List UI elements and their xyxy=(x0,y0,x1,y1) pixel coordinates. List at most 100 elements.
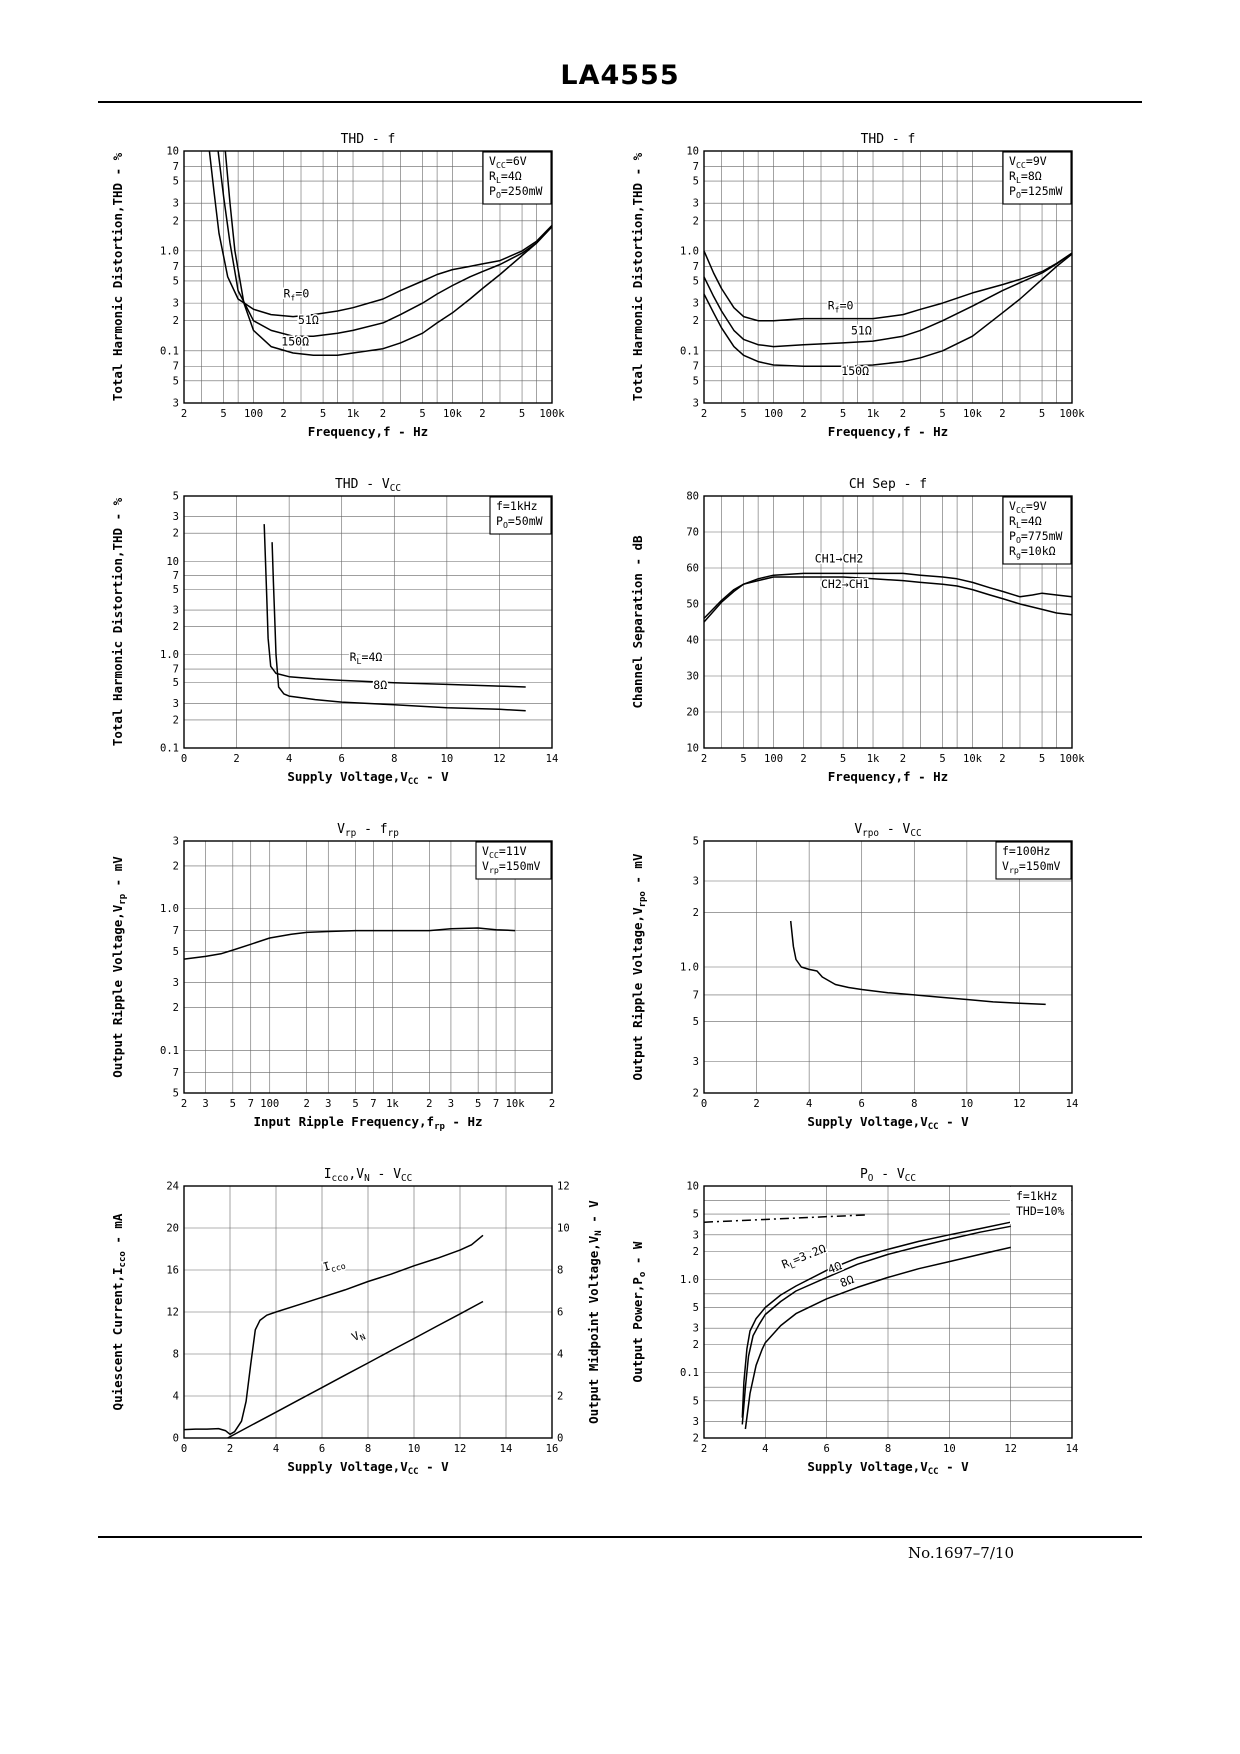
svg-text:1.0: 1.0 xyxy=(680,1274,699,1286)
svg-text:f=1kHz: f=1kHz xyxy=(1016,1189,1058,1203)
svg-text:0.1: 0.1 xyxy=(160,345,179,357)
svg-text:4: 4 xyxy=(273,1443,279,1455)
svg-text:6: 6 xyxy=(339,753,345,765)
svg-text:12: 12 xyxy=(1013,1098,1026,1110)
svg-text:7: 7 xyxy=(693,161,699,173)
series-vrpo xyxy=(789,920,1046,1006)
svg-text:14: 14 xyxy=(546,753,559,765)
svg-text:12: 12 xyxy=(557,1181,570,1193)
svg-text:2: 2 xyxy=(380,408,386,420)
svg-text:5: 5 xyxy=(173,1088,179,1100)
series-icco xyxy=(183,1234,484,1436)
svg-text:50: 50 xyxy=(686,599,699,611)
footer: No.1697–7/10 xyxy=(98,1536,1142,1562)
svg-text:7: 7 xyxy=(493,1098,499,1110)
svg-text:2: 2 xyxy=(280,408,286,420)
series-label-rf-0: Rf=0 xyxy=(284,287,310,303)
series-label-rf-51: 51Ω xyxy=(298,313,319,327)
svg-text:20: 20 xyxy=(686,707,699,719)
svg-text:30: 30 xyxy=(686,671,699,683)
y-axis-label: Channel Separation - dB xyxy=(630,535,645,709)
series-label-rl-4: RL=4Ω xyxy=(350,650,383,666)
plot-border xyxy=(183,495,553,749)
x-axis-label: Frequency,f - Hz xyxy=(828,424,948,439)
svg-text:2: 2 xyxy=(693,1246,699,1258)
series-label-rl-8: 8Ω xyxy=(838,1272,856,1290)
header: LA4555 xyxy=(0,0,1240,103)
svg-text:5: 5 xyxy=(173,375,179,387)
svg-text:5: 5 xyxy=(173,946,179,958)
svg-text:0.1: 0.1 xyxy=(680,1367,699,1379)
series-label-rl-3p2: RL=3.2Ω xyxy=(780,1241,829,1273)
svg-text:100: 100 xyxy=(260,1098,279,1110)
svg-text:1.0: 1.0 xyxy=(160,903,179,915)
grid xyxy=(183,1185,553,1439)
svg-text:3: 3 xyxy=(202,1098,208,1110)
y-axis-label: Total Harmonic Distortion,THD - % xyxy=(110,497,125,746)
series-rl-8 xyxy=(271,542,526,712)
series-group xyxy=(703,1214,1011,1430)
svg-text:5: 5 xyxy=(173,491,179,503)
svg-text:10: 10 xyxy=(166,556,179,568)
series-rf-0 xyxy=(703,250,1073,322)
series-group xyxy=(208,150,553,357)
chart-title: PO - VCC xyxy=(860,1167,916,1184)
svg-text:5: 5 xyxy=(740,408,746,420)
series-ch2-ch1 xyxy=(703,576,1073,619)
svg-text:8: 8 xyxy=(911,1098,917,1110)
series-rl-4 xyxy=(263,524,526,688)
svg-text:VCC=9V: VCC=9V xyxy=(1009,154,1047,170)
plot-border xyxy=(183,1185,553,1439)
svg-text:0.1: 0.1 xyxy=(160,743,179,755)
svg-text:1.0: 1.0 xyxy=(680,245,699,257)
svg-text:5: 5 xyxy=(173,677,179,689)
series-label-rf-0: Rf=0 xyxy=(828,298,854,314)
svg-text:5: 5 xyxy=(693,1209,699,1221)
svg-text:10: 10 xyxy=(166,146,179,158)
svg-text:10k: 10k xyxy=(506,1098,526,1110)
svg-text:2: 2 xyxy=(227,1443,233,1455)
svg-text:3: 3 xyxy=(693,1056,699,1068)
svg-text:2: 2 xyxy=(173,215,179,227)
tick-labels: 2 5 100 2 5 1k 2 5 10k 2 5 100k 10 20 30 40 50 60 70 80 xyxy=(686,491,1085,766)
svg-text:RL=4Ω: RL=4Ω xyxy=(489,169,522,185)
svg-text:0: 0 xyxy=(173,1433,179,1445)
svg-text:8: 8 xyxy=(173,1349,179,1361)
svg-text:5: 5 xyxy=(693,375,699,387)
svg-text:2: 2 xyxy=(557,1391,563,1403)
svg-text:7: 7 xyxy=(173,664,179,676)
svg-text:80: 80 xyxy=(686,491,699,503)
svg-text:5: 5 xyxy=(693,275,699,287)
svg-text:2: 2 xyxy=(173,315,179,327)
svg-text:100: 100 xyxy=(764,408,783,420)
svg-text:0.1: 0.1 xyxy=(160,1045,179,1057)
svg-text:7: 7 xyxy=(173,925,179,937)
svg-text:20: 20 xyxy=(166,1223,179,1235)
svg-text:PO=125mW: PO=125mW xyxy=(1009,184,1063,200)
svg-text:8: 8 xyxy=(885,1443,891,1455)
series-group xyxy=(263,524,526,712)
series-rf-51 xyxy=(703,252,1073,348)
chart-vrp-frp: 2 3 5 7 100 2 3 5 7 1k 2 3 5 7 10k 2 3 2 1.0 7 5 3 2 0.1 7 5 Vrp -… xyxy=(100,815,620,1160)
svg-text:40: 40 xyxy=(686,635,699,647)
x-axis-label: Supply Voltage,VCC - V xyxy=(287,769,449,787)
svg-text:3: 3 xyxy=(173,698,179,710)
svg-text:3: 3 xyxy=(173,398,179,410)
svg-text:3: 3 xyxy=(693,1229,699,1241)
svg-text:3: 3 xyxy=(173,605,179,617)
svg-text:6: 6 xyxy=(859,1098,865,1110)
x-axis-label: Supply Voltage,VCC - V xyxy=(287,1459,449,1477)
series-pd-limit xyxy=(703,1214,867,1223)
chart-thd-vcc: 0 2 4 6 8 10 12 14 5 3 2 10 7 5 3 2 1.0 7 5 3 2 0.1 THD - VCC S… xyxy=(100,470,620,815)
svg-text:100k: 100k xyxy=(1059,753,1085,765)
svg-text:16: 16 xyxy=(546,1443,559,1455)
chart-svg-po_vcc: 2 4 6 8 10 12 14 10 5 3 2 1.0 5 3 2 0.1 5 3 2 PO - VCC Suppl… xyxy=(630,1167,1078,1477)
series-label-rf-150: 150Ω xyxy=(841,364,869,378)
